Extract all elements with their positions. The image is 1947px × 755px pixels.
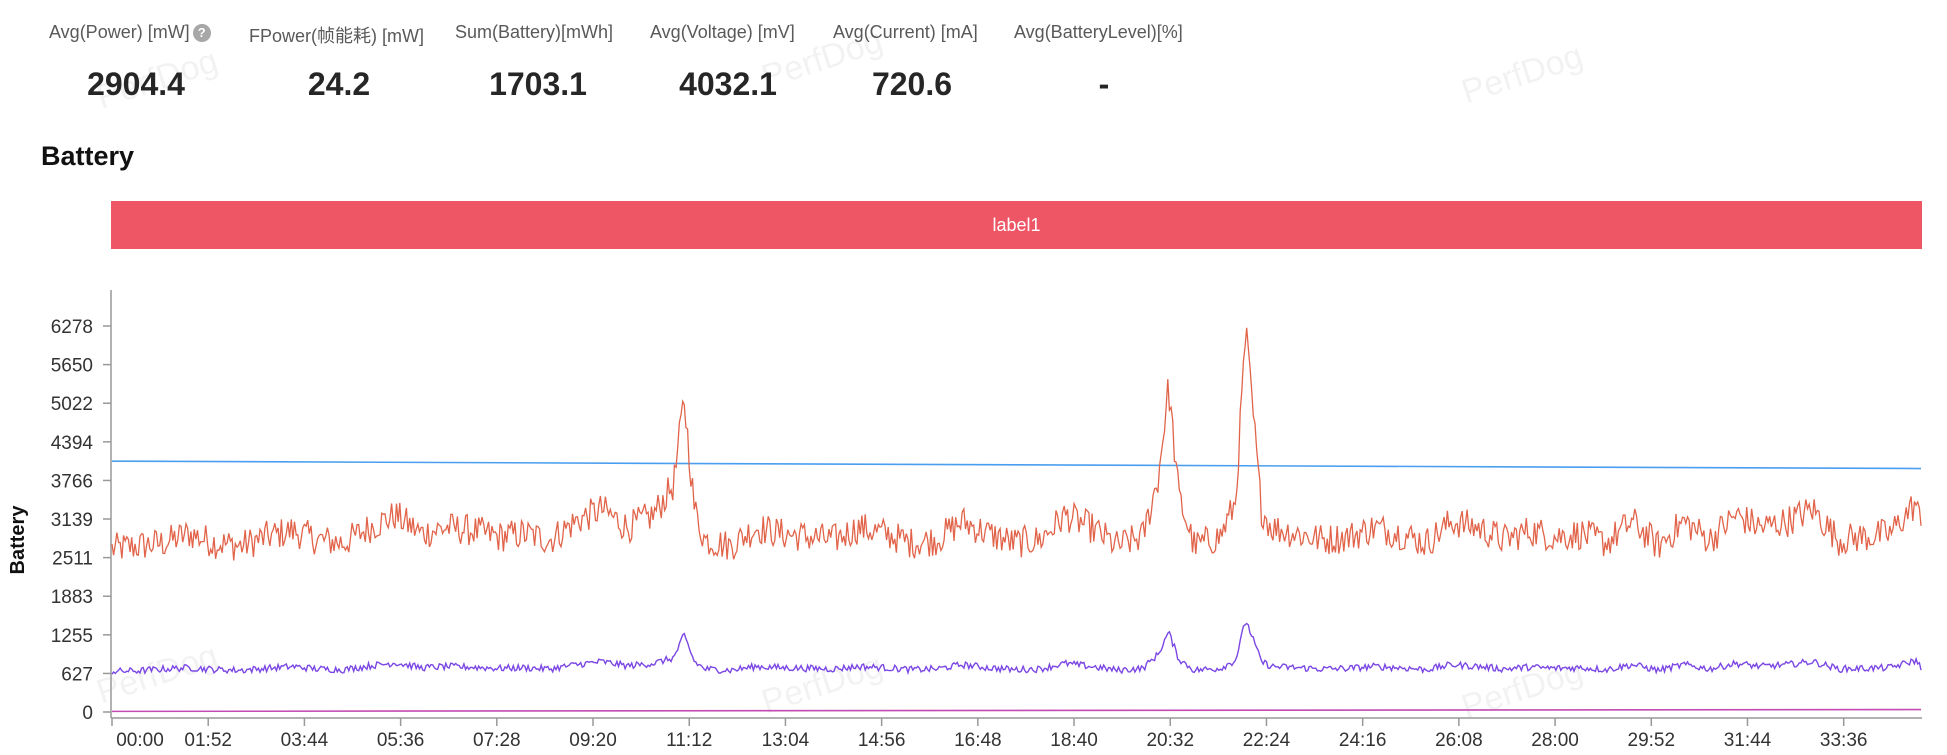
stat-label: Sum(Battery)[mWh] [455,22,613,43]
x-tick-label: 29:52 [1628,730,1676,751]
series-line-battery-level [111,708,1922,713]
y-tick-label: 627 [61,664,93,685]
stat-label-text: Avg(BatteryLevel)[%] [1014,22,1183,42]
x-tick-label: 01:52 [184,730,232,751]
stat-label-text: Avg(Voltage) [mV] [650,22,795,42]
help-icon[interactable]: ? [192,24,211,42]
x-tick-label: 33:36 [1820,730,1868,751]
stat-value: 2904.4 [87,66,185,102]
y-tick-label: 5022 [51,394,93,415]
y-axis-label: Battery [7,505,29,575]
x-tick-label: 05:36 [377,730,425,751]
stat-label-text: FPower(帧能耗) [mW] [249,26,424,46]
label-bar[interactable]: label1 [111,201,1922,249]
stat-label: FPower(帧能耗) [mW] [249,22,424,48]
stat-label: Avg(BatteryLevel)[%] [1014,22,1183,43]
x-tick-label: 20:32 [1146,730,1194,751]
stat-label-text: Avg(Power) [mW] [49,22,190,42]
x-tick-label: 07:28 [473,730,521,751]
stat-value: 1703.1 [489,66,587,102]
stat-label-text: Avg(Current) [mA] [833,22,978,42]
series-line-voltage [111,460,1922,470]
y-tick-label: 1255 [51,626,93,647]
x-tick-label: 18:40 [1050,730,1098,751]
stat-value: 24.2 [307,66,371,102]
x-tick-label: 13:04 [762,730,810,751]
x-tick-label: 09:20 [569,730,617,751]
stat-label: Avg(Voltage) [mV] [650,22,795,43]
series-line-current [111,622,1922,676]
x-tick-label: 11:12 [666,730,712,751]
stats-panel: Avg(Power) [mW]? 2904.4 FPower(帧能耗) [mW] 24… [0,0,1947,120]
x-tick-label: 00:00 [116,730,164,751]
y-tick-label: 4394 [51,433,94,454]
y-tick-label: 6278 [51,317,93,338]
x-tick-label: 24:16 [1339,730,1387,751]
y-tick-label: 1883 [51,587,93,608]
section-title: Battery [41,141,135,171]
y-tick-label: 0 [82,703,93,724]
stat-label: Avg(Power) [mW]? [49,22,211,43]
y-tick-label: 2511 [52,549,93,570]
stat-value: 4032.1 [679,66,777,102]
stat-label-text: Sum(Battery)[mWh] [455,22,614,42]
y-tick-label: 3766 [51,471,93,492]
x-tick-label: 03:44 [281,730,329,751]
stat-value: - [1098,66,1110,102]
stat-label: Avg(Current) [mA] [833,22,978,43]
series-line-power [111,327,1922,561]
x-tick-label: 26:08 [1435,730,1483,751]
x-tick-label: 31:44 [1724,730,1772,751]
y-tick-label: 5650 [51,356,93,377]
x-tick-label: 16:48 [954,730,1002,751]
battery-chart[interactable]: 0 627 1255 1883 2511 3139 3766 4394 5022 5650 6278… [0,270,1947,755]
x-tick-label: 28:00 [1531,730,1579,751]
x-tick-label: 22:24 [1243,730,1291,751]
y-tick-label: 3139 [51,510,93,531]
stat-value: 720.6 [871,66,953,102]
x-tick-label: 14:56 [858,730,906,751]
